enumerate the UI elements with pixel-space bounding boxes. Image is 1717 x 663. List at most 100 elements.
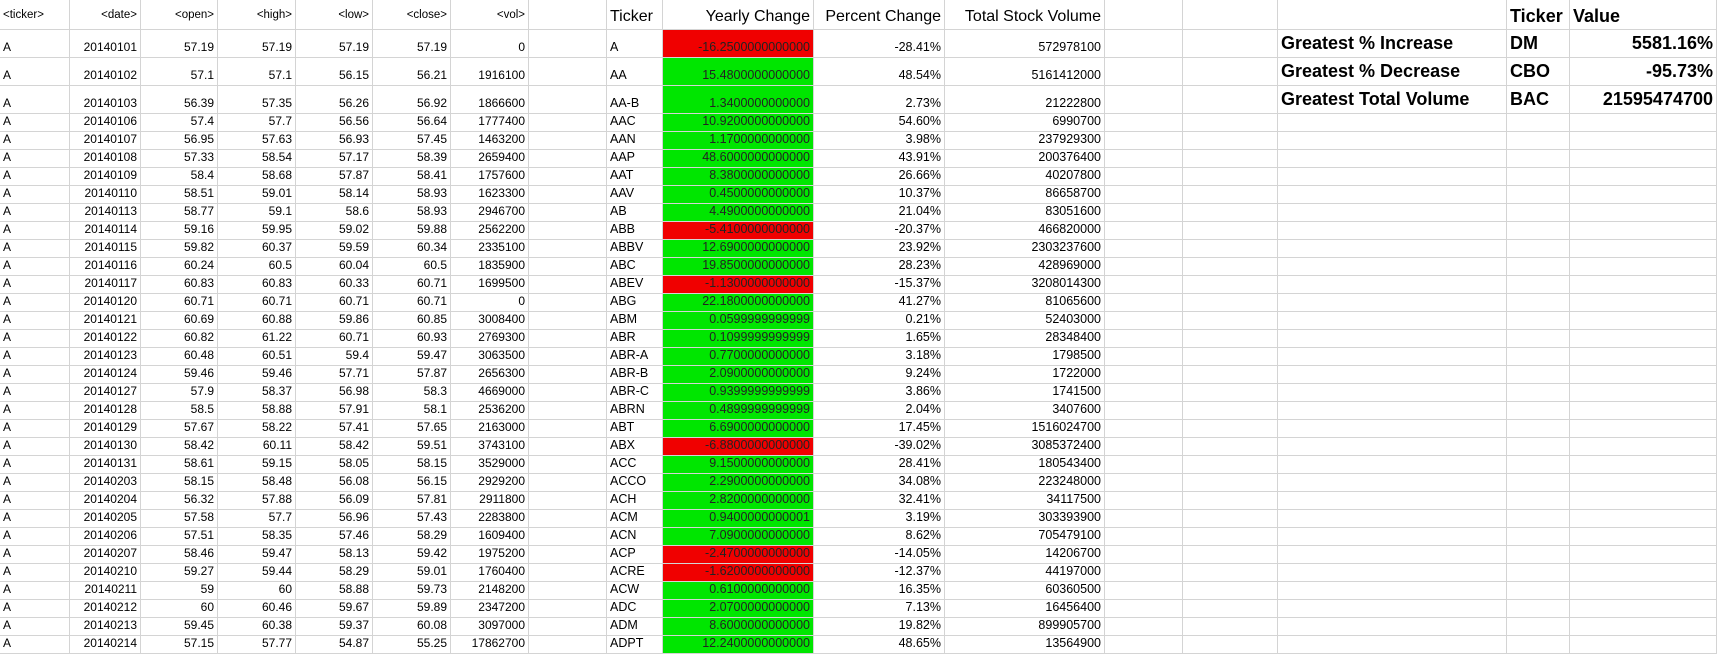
greatest-value-cell[interactable] bbox=[1570, 168, 1717, 185]
open-cell[interactable]: 57.67 bbox=[141, 420, 218, 437]
empty-cell[interactable] bbox=[1183, 132, 1278, 149]
yearly-change-cell[interactable]: 7.0900000000000 bbox=[663, 528, 814, 545]
percent-change-cell[interactable]: 21.04% bbox=[814, 204, 945, 221]
total-volume-cell[interactable]: 13564900 bbox=[945, 636, 1105, 653]
summary-ticker-cell[interactable]: ABX bbox=[607, 438, 663, 455]
ticker-cell[interactable]: A bbox=[0, 86, 70, 113]
yearly-change-cell[interactable]: -5.4100000000000 bbox=[663, 222, 814, 239]
open-cell[interactable]: 59.16 bbox=[141, 222, 218, 239]
vol-cell[interactable]: 3743100 bbox=[451, 438, 529, 455]
close-cell[interactable]: 58.41 bbox=[373, 168, 451, 185]
empty-cell[interactable] bbox=[1105, 86, 1183, 113]
empty-cell[interactable] bbox=[1105, 582, 1183, 599]
greatest-label-cell[interactable] bbox=[1278, 330, 1507, 347]
greatest-label-cell[interactable] bbox=[1278, 312, 1507, 329]
vol-cell[interactable]: 2769300 bbox=[451, 330, 529, 347]
date-cell[interactable]: 20140210 bbox=[70, 564, 141, 581]
ticker-cell[interactable]: A bbox=[0, 366, 70, 383]
greatest-ticker-cell[interactable] bbox=[1507, 204, 1570, 221]
empty-cell[interactable] bbox=[1183, 402, 1278, 419]
high-cell[interactable]: 58.37 bbox=[218, 384, 296, 401]
high-cell[interactable]: 59.15 bbox=[218, 456, 296, 473]
greatest-label-cell[interactable] bbox=[1278, 600, 1507, 617]
date-cell[interactable]: 20140113 bbox=[70, 204, 141, 221]
greatest-ticker-cell[interactable] bbox=[1507, 294, 1570, 311]
high-cell[interactable]: 57.35 bbox=[218, 86, 296, 113]
empty-cell[interactable] bbox=[1105, 186, 1183, 203]
empty-cell[interactable] bbox=[1105, 204, 1183, 221]
empty-cell[interactable] bbox=[1183, 510, 1278, 527]
high-cell[interactable]: 57.19 bbox=[218, 30, 296, 57]
empty-cell[interactable] bbox=[1183, 546, 1278, 563]
empty-cell[interactable] bbox=[529, 600, 607, 617]
percent-change-cell[interactable]: 9.24% bbox=[814, 366, 945, 383]
percent-change-cell[interactable]: 23.92% bbox=[814, 240, 945, 257]
empty-cell[interactable] bbox=[1183, 168, 1278, 185]
total-volume-cell[interactable]: 237929300 bbox=[945, 132, 1105, 149]
ticker-cell[interactable]: A bbox=[0, 474, 70, 491]
header-close-cell[interactable]: <close> bbox=[373, 0, 451, 29]
date-cell[interactable]: 20140124 bbox=[70, 366, 141, 383]
close-cell[interactable]: 60.34 bbox=[373, 240, 451, 257]
total-volume-cell[interactable]: 3208014300 bbox=[945, 276, 1105, 293]
greatest-label-cell[interactable] bbox=[1278, 186, 1507, 203]
high-cell[interactable]: 60.71 bbox=[218, 294, 296, 311]
vol-cell[interactable]: 0 bbox=[451, 294, 529, 311]
empty-cell[interactable] bbox=[529, 30, 607, 57]
date-cell[interactable]: 20140204 bbox=[70, 492, 141, 509]
percent-change-cell[interactable]: 32.41% bbox=[814, 492, 945, 509]
greatest-value-cell[interactable] bbox=[1570, 456, 1717, 473]
close-cell[interactable]: 57.81 bbox=[373, 492, 451, 509]
empty-cell[interactable] bbox=[1105, 114, 1183, 131]
open-cell[interactable]: 57.15 bbox=[141, 636, 218, 653]
total-volume-cell[interactable]: 466820000 bbox=[945, 222, 1105, 239]
empty-cell[interactable] bbox=[1183, 636, 1278, 653]
percent-change-cell[interactable]: 3.19% bbox=[814, 510, 945, 527]
empty-cell[interactable] bbox=[529, 168, 607, 185]
high-cell[interactable]: 60.11 bbox=[218, 438, 296, 455]
open-cell[interactable]: 60.69 bbox=[141, 312, 218, 329]
percent-change-cell[interactable]: 34.08% bbox=[814, 474, 945, 491]
empty-cell[interactable] bbox=[1105, 528, 1183, 545]
greatest-label-cell[interactable] bbox=[1278, 168, 1507, 185]
percent-change-cell[interactable]: 17.45% bbox=[814, 420, 945, 437]
vol-cell[interactable]: 2659400 bbox=[451, 150, 529, 167]
vol-cell[interactable]: 1463200 bbox=[451, 132, 529, 149]
empty-cell[interactable] bbox=[1183, 276, 1278, 293]
close-cell[interactable]: 55.25 bbox=[373, 636, 451, 653]
summary-ticker-cell[interactable]: ADM bbox=[607, 618, 663, 635]
header-empty-cell[interactable] bbox=[529, 0, 607, 29]
date-cell[interactable]: 20140123 bbox=[70, 348, 141, 365]
summary-ticker-cell[interactable]: ABM bbox=[607, 312, 663, 329]
low-cell[interactable]: 57.19 bbox=[296, 30, 373, 57]
empty-cell[interactable] bbox=[529, 132, 607, 149]
date-cell[interactable]: 20140128 bbox=[70, 402, 141, 419]
empty-cell[interactable] bbox=[1105, 312, 1183, 329]
greatest-value-cell[interactable] bbox=[1570, 618, 1717, 635]
vol-cell[interactable]: 1975200 bbox=[451, 546, 529, 563]
header-greatest-label-cell[interactable] bbox=[1278, 0, 1507, 29]
greatest-ticker-cell[interactable] bbox=[1507, 186, 1570, 203]
ticker-cell[interactable]: A bbox=[0, 420, 70, 437]
greatest-ticker-cell[interactable] bbox=[1507, 438, 1570, 455]
ticker-cell[interactable]: A bbox=[0, 240, 70, 257]
low-cell[interactable]: 54.87 bbox=[296, 636, 373, 653]
greatest-ticker-cell[interactable] bbox=[1507, 546, 1570, 563]
summary-ticker-cell[interactable]: ABT bbox=[607, 420, 663, 437]
greatest-label-cell[interactable] bbox=[1278, 204, 1507, 221]
ticker-cell[interactable]: A bbox=[0, 582, 70, 599]
greatest-value-cell[interactable] bbox=[1570, 510, 1717, 527]
low-cell[interactable]: 60.71 bbox=[296, 294, 373, 311]
open-cell[interactable]: 60.83 bbox=[141, 276, 218, 293]
open-cell[interactable]: 57.33 bbox=[141, 150, 218, 167]
low-cell[interactable]: 57.87 bbox=[296, 168, 373, 185]
close-cell[interactable]: 57.19 bbox=[373, 30, 451, 57]
greatest-ticker-cell[interactable] bbox=[1507, 600, 1570, 617]
total-volume-cell[interactable]: 81065600 bbox=[945, 294, 1105, 311]
ticker-cell[interactable]: A bbox=[0, 114, 70, 131]
close-cell[interactable]: 58.39 bbox=[373, 150, 451, 167]
greatest-value-cell[interactable] bbox=[1570, 600, 1717, 617]
low-cell[interactable]: 56.98 bbox=[296, 384, 373, 401]
total-volume-cell[interactable]: 16456400 bbox=[945, 600, 1105, 617]
greatest-value-cell[interactable] bbox=[1570, 564, 1717, 581]
